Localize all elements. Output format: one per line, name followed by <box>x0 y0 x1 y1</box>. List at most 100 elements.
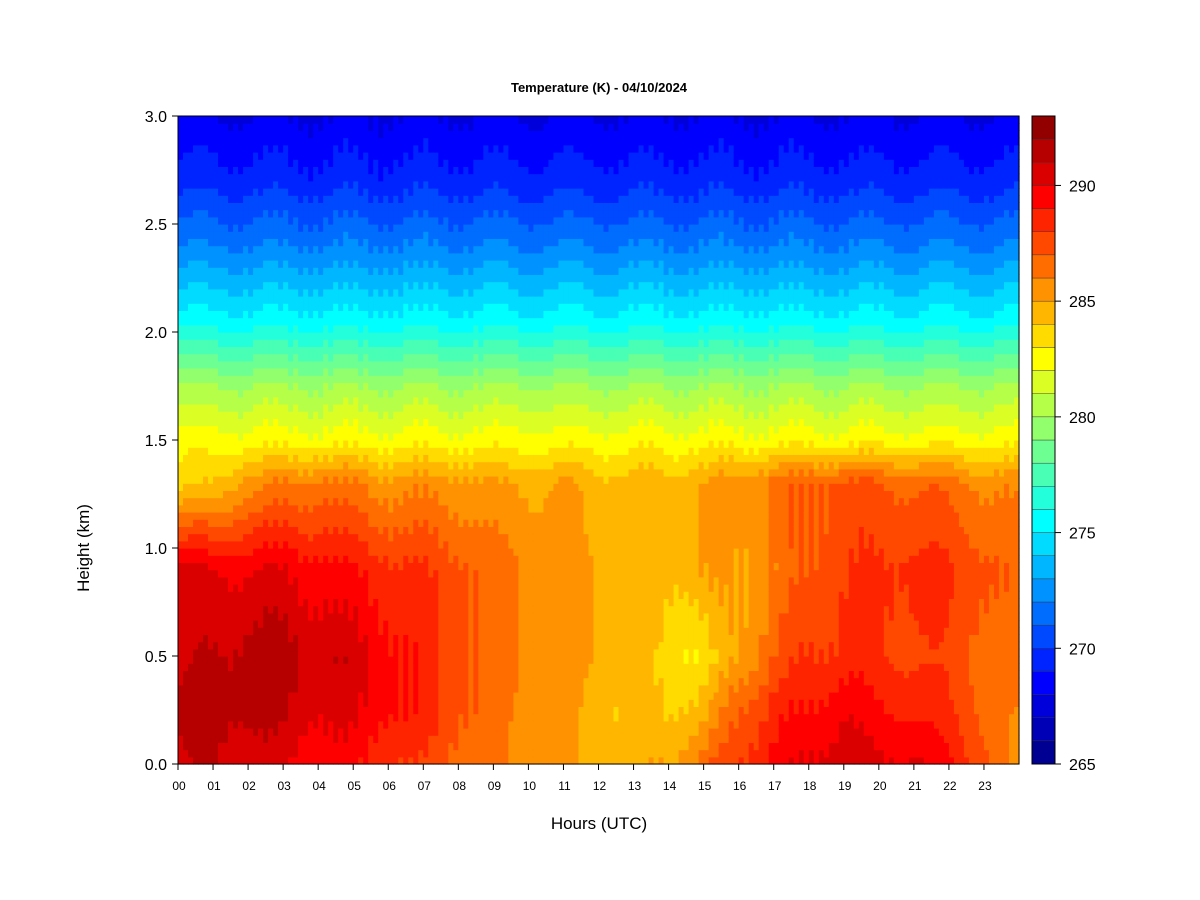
heatmap-cell <box>413 353 419 362</box>
heatmap-cell <box>423 353 429 362</box>
heatmap-cell <box>248 296 254 304</box>
heatmap-cell <box>238 627 244 635</box>
heatmap-cell <box>258 735 264 743</box>
heatmap-cell <box>363 324 369 333</box>
heatmap-cell <box>178 468 184 477</box>
heatmap-cell <box>328 123 334 131</box>
heatmap-cell <box>403 209 409 218</box>
heatmap-cell <box>448 483 454 491</box>
heatmap-cell <box>398 288 404 297</box>
heatmap-cell <box>318 476 324 484</box>
heatmap-cell <box>268 468 274 477</box>
heatmap-cell <box>278 332 284 340</box>
heatmap-cell <box>203 274 209 283</box>
heatmap-cell <box>298 195 304 203</box>
heatmap-cell <box>193 627 199 635</box>
heatmap-cell <box>448 411 454 419</box>
heatmap-cell <box>368 490 374 499</box>
heatmap-cell <box>383 360 389 369</box>
heatmap-cell <box>388 166 394 175</box>
heatmap-cell <box>368 180 374 189</box>
heatmap-cell <box>393 569 399 578</box>
heatmap-cell <box>353 540 359 549</box>
heatmap-cell <box>388 519 394 527</box>
heatmap-cell <box>273 706 279 715</box>
heatmap-cell <box>288 332 294 340</box>
heatmap-cell <box>388 483 394 491</box>
heatmap-cell <box>263 497 269 506</box>
heatmap-cell <box>228 476 234 484</box>
heatmap-cell <box>333 548 339 556</box>
heatmap-cell <box>263 274 269 283</box>
heatmap-cell <box>368 202 374 211</box>
heatmap-cell <box>338 728 344 736</box>
heatmap-cell <box>438 166 444 175</box>
heatmap-cell <box>363 598 369 607</box>
heatmap-cell <box>313 699 319 707</box>
heatmap-cell <box>408 202 414 211</box>
heatmap-cell <box>303 332 309 340</box>
heatmap-cell <box>348 202 354 211</box>
heatmap-cell <box>423 195 429 203</box>
heatmap-cell <box>248 173 254 182</box>
heatmap-cell <box>328 598 334 607</box>
heatmap-cell <box>388 620 394 628</box>
heatmap-cell <box>373 188 379 196</box>
heatmap-cell <box>208 476 214 484</box>
heatmap-cell <box>418 332 424 340</box>
heatmap-cell <box>178 447 184 455</box>
heatmap-cell <box>243 288 249 297</box>
heatmap-cell <box>223 620 229 628</box>
heatmap-cell <box>428 648 434 657</box>
heatmap-cell <box>338 742 344 751</box>
heatmap-cell <box>363 684 369 693</box>
heatmap-cell <box>323 584 329 592</box>
heatmap-cell <box>313 728 319 736</box>
heatmap-cell <box>208 663 214 671</box>
heatmap-cell <box>228 144 234 153</box>
heatmap-cell <box>343 497 349 506</box>
heatmap-cell <box>413 202 419 211</box>
heatmap-cell <box>363 180 369 189</box>
heatmap-cell <box>433 519 439 527</box>
heatmap-cell <box>328 540 334 549</box>
heatmap-cell <box>423 627 429 635</box>
heatmap-cell <box>318 756 324 765</box>
heatmap-cell <box>218 454 224 463</box>
heatmap-cell <box>418 238 424 247</box>
heatmap-cell <box>293 476 299 484</box>
heatmap-cell <box>348 699 354 707</box>
heatmap-cell <box>293 396 299 405</box>
heatmap-cell <box>298 713 304 722</box>
heatmap-cell <box>318 346 324 355</box>
heatmap-cell <box>348 152 354 160</box>
heatmap-cell <box>308 512 314 520</box>
heatmap-cell <box>243 396 249 405</box>
heatmap-cell <box>353 252 359 261</box>
heatmap-cell <box>233 137 239 146</box>
heatmap-cell <box>198 418 204 427</box>
heatmap-cell <box>343 353 349 362</box>
heatmap-cell <box>398 576 404 585</box>
heatmap-cell <box>388 454 394 463</box>
heatmap-cell <box>423 519 429 527</box>
heatmap-cell <box>233 670 239 679</box>
heatmap-cell <box>213 670 219 679</box>
heatmap-cell <box>213 684 219 693</box>
heatmap-cell <box>188 648 194 657</box>
heatmap-cell <box>448 490 454 499</box>
heatmap-cell <box>403 238 409 247</box>
heatmap-cell <box>208 195 214 203</box>
heatmap-cell <box>438 526 444 535</box>
heatmap-cell <box>443 159 449 167</box>
heatmap-cell <box>373 562 379 571</box>
heatmap-cell <box>223 540 229 549</box>
heatmap-cell <box>223 742 229 751</box>
heatmap-cell <box>323 260 329 268</box>
heatmap-cell <box>308 605 314 614</box>
heatmap-cell <box>178 656 184 664</box>
heatmap-cell <box>203 288 209 297</box>
heatmap-cell <box>338 576 344 585</box>
heatmap-cell <box>363 555 369 563</box>
heatmap-cell <box>448 512 454 520</box>
